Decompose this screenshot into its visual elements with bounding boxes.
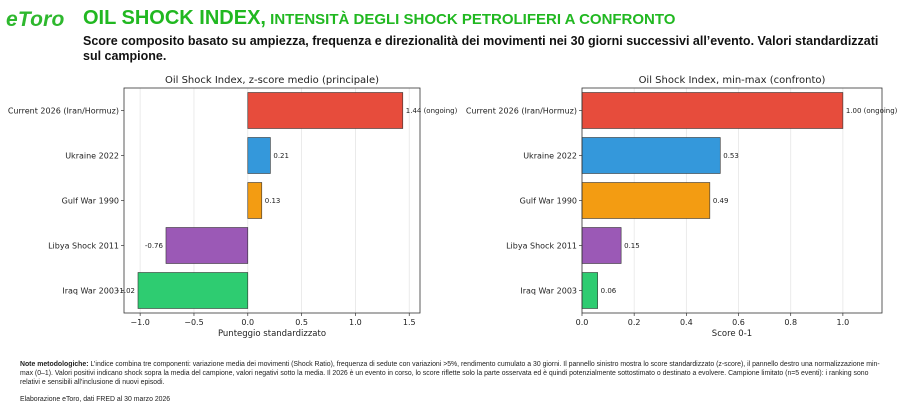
notes-text: L’indice combina tre componenti: variazi… [20, 361, 880, 386]
bar-1-2 [581, 182, 711, 219]
x-tick-label: 0.5 [295, 318, 308, 327]
bar-value-label: -1.02 [117, 287, 135, 295]
x-tick-label: 0.2 [628, 318, 641, 327]
notes-label: Note metodologiche: [20, 361, 89, 368]
bar-value-label: 0.21 [273, 152, 289, 160]
plot-frame [123, 87, 421, 314]
page-subtitle: Score composito basato su ampiezza, freq… [83, 34, 879, 63]
bar-value-label: 0.53 [723, 152, 739, 160]
category-label: Ukraine 2022 [65, 152, 119, 161]
category-label: Current 2026 (Iran/Hormuz) [466, 107, 577, 116]
x-tick-label: 0.0 [576, 318, 589, 327]
title-main: OIL SHOCK INDEX, [83, 7, 266, 29]
bar-0-2 [247, 182, 263, 219]
bar-value-label: 1.00 (ongoing) [846, 107, 898, 115]
x-axis-label: Score 0-1 [712, 329, 752, 339]
x-tick-label: 0.8 [784, 318, 797, 327]
bar-value-label: 0.49 [713, 197, 729, 205]
page-title: OIL SHOCK INDEX, INTENSITÀ DEGLI SHOCK P… [83, 7, 675, 30]
bar-value-label: 0.13 [265, 197, 281, 205]
title-sub: INTENSITÀ DEGLI SHOCK PETROLIFERI A CONF… [266, 11, 676, 28]
x-tick-label: 0.6 [732, 318, 745, 327]
bar-value-label: -0.76 [145, 242, 164, 250]
x-tick-label: 1.0 [349, 318, 362, 327]
category-label: Gulf War 1990 [520, 197, 577, 206]
x-tick-label: 0.4 [680, 318, 693, 327]
bar-0-0 [247, 92, 404, 129]
x-tick-label: −0.5 [184, 318, 203, 327]
x-tick-label: −1.0 [130, 318, 149, 327]
category-label: Current 2026 (Iran/Hormuz) [8, 107, 119, 116]
bar-1-3 [581, 227, 622, 264]
x-tick-label: 1.5 [403, 318, 416, 327]
plot-frame [581, 87, 883, 314]
bar-0-4 [137, 272, 249, 309]
etoro-logo: eToro [6, 8, 65, 32]
bar-value-label: 0.15 [624, 242, 640, 250]
x-tick-label: 1.0 [837, 318, 850, 327]
logo-text: eToro [6, 8, 65, 31]
category-label: Iraq War 2003 [520, 287, 577, 296]
category-label: Ukraine 2022 [523, 152, 577, 161]
bar-1-4 [581, 272, 598, 309]
chart-title-1: Oil Shock Index, min-max (confronto) [639, 75, 826, 86]
bar-0-3 [165, 227, 249, 264]
category-label: Libya Shock 2011 [506, 242, 577, 251]
bar-value-label: 1.44 (ongoing) [406, 107, 458, 115]
bar-value-label: 0.06 [601, 287, 617, 295]
x-tick-label: 0.0 [241, 318, 254, 327]
category-label: Libya Shock 2011 [48, 242, 119, 251]
bar-1-0 [581, 92, 844, 129]
bar-0-1 [247, 137, 271, 174]
source-note: Elaborazione eToro, dati FRED al 30 marz… [20, 396, 171, 403]
methodology-notes: Note metodologiche: L’indice combina tre… [20, 360, 880, 387]
category-label: Gulf War 1990 [62, 197, 119, 206]
category-label: Iraq War 2003 [62, 287, 119, 296]
x-axis-label: Punteggio standardizzato [218, 329, 326, 339]
chart-title-0: Oil Shock Index, z-score medio (principa… [165, 75, 379, 86]
bar-1-1 [581, 137, 721, 174]
